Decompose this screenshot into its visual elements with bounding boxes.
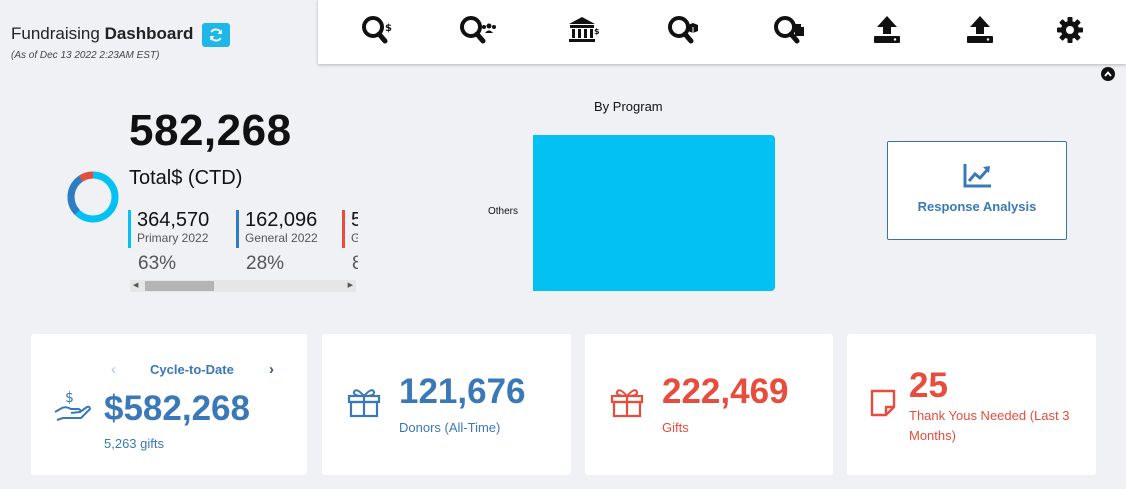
as-of-timestamp: (As of Dec 13 2022 2:23AM EST) bbox=[11, 50, 160, 61]
thank-yous-label: Thank Yous Needed (Last 3 Months) bbox=[909, 408, 1070, 443]
breakdown-item-other[interactable]: 5 G bbox=[342, 208, 358, 248]
total-value: 582,268 bbox=[129, 106, 292, 155]
breakdown-name: Primary 2022 bbox=[137, 231, 209, 245]
search-documents-button[interactable] bbox=[770, 12, 810, 48]
upload-button-2[interactable] bbox=[960, 12, 1000, 48]
breakdown-value: 364,570 bbox=[137, 209, 210, 231]
cycle-value: $582,268 bbox=[104, 389, 250, 428]
search-users-icon bbox=[460, 16, 496, 44]
chart-title: By Program bbox=[594, 99, 663, 114]
hand-dollar-icon: $ bbox=[54, 390, 91, 421]
breakdown-percent: 63% bbox=[138, 253, 177, 274]
sticky-note-icon bbox=[870, 389, 896, 417]
gifts-card[interactable]: 222,469 Gifts bbox=[585, 334, 833, 475]
breakdown-percent: 8 bbox=[352, 253, 358, 274]
chart-bar-others[interactable] bbox=[533, 135, 775, 291]
scroll-left-icon[interactable]: ◀ bbox=[133, 282, 139, 289]
chevron-right-icon[interactable]: › bbox=[269, 361, 274, 378]
scroll-right-icon[interactable]: ▶ bbox=[347, 282, 353, 289]
gear-icon bbox=[1057, 17, 1083, 43]
search-donations-button[interactable]: $ bbox=[358, 12, 398, 48]
gift-box-icon bbox=[347, 389, 381, 418]
refresh-icon bbox=[210, 28, 222, 42]
chevron-up-icon bbox=[1104, 71, 1112, 77]
trend-chart-icon bbox=[963, 164, 991, 188]
svg-text:$: $ bbox=[65, 390, 74, 406]
scrollbar-thumb[interactable] bbox=[145, 281, 214, 291]
bank-icon: $ bbox=[569, 17, 600, 42]
search-box-icon bbox=[668, 16, 698, 44]
gifts-value: 222,469 bbox=[662, 372, 789, 411]
gift-box-icon bbox=[610, 389, 644, 418]
breakdown-name: General 2022 bbox=[245, 231, 318, 245]
response-analysis-button[interactable]: Response Analysis bbox=[887, 141, 1067, 240]
breakdown-percent: 28% bbox=[246, 253, 285, 274]
search-donors-button[interactable] bbox=[458, 12, 498, 48]
settings-button[interactable] bbox=[1050, 12, 1090, 48]
search-packages-button[interactable] bbox=[664, 12, 704, 48]
breakdown-name: G bbox=[351, 231, 358, 245]
donut-segment-general bbox=[67, 171, 119, 223]
cycle-gifts-count: 5,263 gifts bbox=[104, 436, 164, 451]
donut-segment-other bbox=[67, 171, 119, 223]
upload-icon bbox=[874, 16, 900, 43]
search-document-icon bbox=[774, 16, 804, 44]
collapse-button[interactable] bbox=[1101, 67, 1115, 81]
thank-yous-card[interactable]: 25 Thank Yous Needed (Last 3 Months) bbox=[847, 334, 1096, 475]
page-title: Fundraising Dashboard bbox=[11, 24, 193, 44]
total-donut-chart bbox=[67, 171, 119, 223]
donors-value: 121,676 bbox=[399, 372, 526, 411]
horizontal-scrollbar[interactable]: ◀ ▶ bbox=[130, 280, 356, 292]
cycle-label: Cycle-to-Date bbox=[150, 362, 234, 377]
total-label: Total$ (CTD) bbox=[129, 167, 243, 189]
upload-button-1[interactable] bbox=[867, 12, 907, 48]
response-analysis-label: Response Analysis bbox=[917, 199, 1037, 214]
title-prefix: Fundraising bbox=[11, 24, 100, 43]
search-dollar-icon: $ bbox=[362, 16, 392, 44]
svg-text:$: $ bbox=[594, 27, 600, 36]
gifts-label: Gifts bbox=[662, 420, 689, 435]
svg-text:$: $ bbox=[385, 23, 392, 34]
breakdown-value: 5 bbox=[351, 209, 358, 231]
breakdown-item-primary[interactable]: 364,570 Primary 2022 bbox=[128, 208, 209, 248]
thank-yous-value: 25 bbox=[909, 366, 948, 405]
chevron-left-icon[interactable]: ‹ bbox=[111, 361, 116, 378]
brand-header: Fundraising Dashboard (As of Dec 13 2022… bbox=[0, 0, 318, 64]
cycle-to-date-card: ‹ Cycle-to-Date › $ $582,268 5,263 gifts bbox=[31, 334, 307, 475]
donors-card[interactable]: 121,676 Donors (All-Time) bbox=[322, 334, 571, 475]
refresh-button[interactable] bbox=[202, 23, 230, 47]
title-bold: Dashboard bbox=[104, 24, 194, 43]
donors-label: Donors (All-Time) bbox=[399, 420, 501, 435]
breakdown-value: 162,096 bbox=[245, 209, 318, 231]
bank-button[interactable]: $ bbox=[564, 12, 604, 48]
chart-category-label: Others bbox=[488, 206, 519, 217]
breakdown-item-general[interactable]: 162,096 General 2022 bbox=[236, 208, 318, 248]
breakdown-scroller: 364,570 Primary 2022 63% 162,096 General… bbox=[128, 208, 358, 276]
upload-icon bbox=[967, 16, 993, 43]
toolbar: $ $ bbox=[318, 0, 1126, 64]
